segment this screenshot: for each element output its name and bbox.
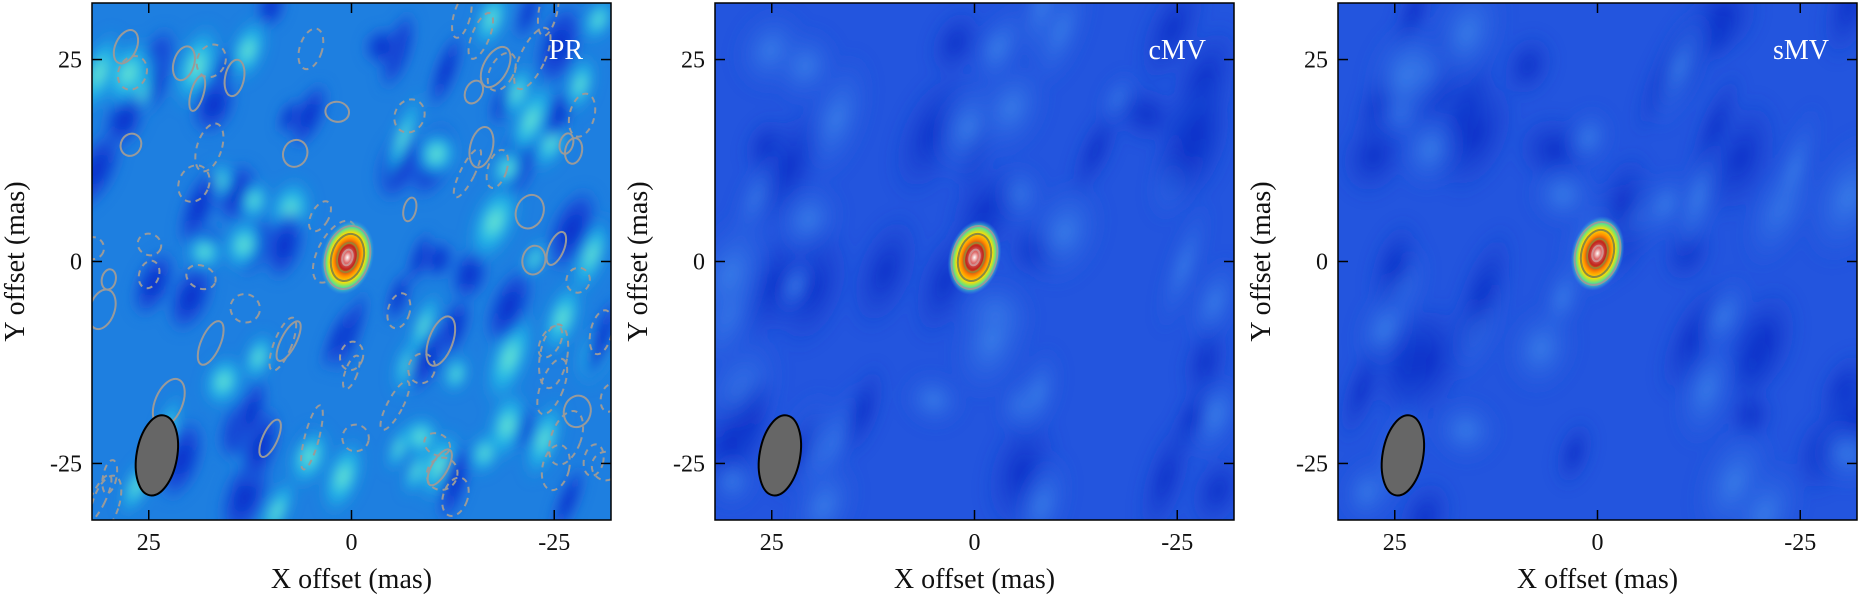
noise-texture [1338,3,1857,520]
x-axis-label: X offset (mas) [894,564,1055,595]
y-tick-label: 0 [693,250,705,276]
y-tick-label: 0 [70,250,82,276]
x-tick-label: -25 [1161,530,1193,556]
panel-3: sMV 25 0 -25 25 0 -25 X offset (mas) Y offset (m… [1246,2,1858,595]
x-tick-label: 25 [1383,530,1407,556]
source-peak [1570,216,1625,291]
x-tick-label: 0 [1592,530,1604,556]
y-tick-label: 25 [1304,48,1328,74]
x-tick-label: -25 [1784,530,1816,556]
panel-label: PR [549,35,584,66]
x-tick-label: 25 [760,530,784,556]
negative-contours [92,3,611,520]
image-area [715,3,1234,520]
y-tick-label: 25 [681,48,705,74]
y-axis-label: Y offset (mas) [623,181,654,341]
x-tick-label: 0 [969,530,981,556]
panel-label: cMV [1148,35,1206,66]
beam-ellipse [757,414,803,497]
x-tick-label: 0 [346,530,358,556]
y-tick-label: 0 [1316,250,1328,276]
x-axis-label: X offset (mas) [271,564,432,595]
y-tick-label: -25 [673,451,705,477]
image-area [1338,3,1857,520]
panel-1: PR 25 0 -25 25 0 -25 X offset (mas) Y offset (ma… [0,2,612,595]
beam-ellipse [134,414,180,497]
y-axis-label: Y offset (mas) [0,181,31,341]
panel-2: cMV 25 0 -25 25 0 -25 X offset (mas) Y offset (m… [623,2,1235,595]
x-tick-label: 25 [137,530,161,556]
source-peak [320,220,375,295]
x-axis-label: X offset (mas) [1517,564,1678,595]
y-tick-label: -25 [1296,451,1328,477]
panel-label: sMV [1773,35,1829,66]
beam-ellipse [1380,414,1426,497]
image-area [92,3,611,520]
source-peak [947,220,1002,295]
y-tick-label: 25 [58,48,82,74]
y-axis-label: Y offset (mas) [1246,181,1277,341]
y-tick-label: -25 [50,451,82,477]
x-tick-label: -25 [538,530,570,556]
